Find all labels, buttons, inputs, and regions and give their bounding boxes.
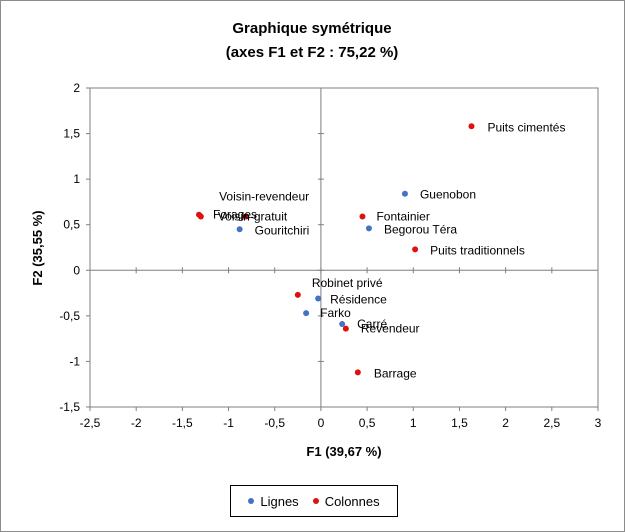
point-label-fontainier: Fontainier <box>376 210 429 224</box>
x-tick-label: 3 <box>595 416 602 430</box>
y-tick-label: -1 <box>69 354 80 368</box>
point-carre <box>339 321 346 328</box>
plot-area <box>89 87 599 408</box>
x-tick-label: -2,5 <box>80 416 101 430</box>
point-guenobon <box>401 190 408 197</box>
point-label-barrage: Barrage <box>374 366 417 380</box>
legend: Lignes Colonnes <box>230 485 398 517</box>
point-label-robinet-prive: Robinet privé <box>312 276 383 290</box>
point-gouritchiri <box>236 226 243 233</box>
legend-marker-colonnes <box>312 498 319 504</box>
point-begorou-tera <box>365 225 372 232</box>
x-tick-label: 0,5 <box>359 416 376 430</box>
y-tick-label: 0,5 <box>63 218 80 232</box>
point-barrage <box>354 369 361 376</box>
point-label-voisin-gratuit: Voisin-gratuit <box>218 210 288 224</box>
point-fontainier <box>359 213 366 220</box>
point-label-puits-traditionnels: Puits traditionnels <box>430 243 525 257</box>
point-farko <box>303 310 310 317</box>
point-label-revendeur: Revendeur <box>361 322 420 336</box>
point-revendeur <box>342 325 349 332</box>
point-puits-traditionnels <box>412 246 419 253</box>
point-label-guenobon: Guenobon <box>420 188 476 202</box>
point-voisin-revendeur <box>243 213 250 220</box>
scatter-chart: Graphique symétrique (axes F1 et F2 : 75… <box>30 20 602 459</box>
y-tick-label: 1,5 <box>63 127 80 141</box>
x-tick-label: -1,5 <box>172 416 193 430</box>
point-robinet-prive <box>294 291 301 298</box>
point-label-voisin-revendeur: Voisin-revendeur <box>219 190 309 204</box>
point-label-residence: Résidence <box>330 293 387 307</box>
y-tick-label: 1 <box>73 172 80 186</box>
legend-item-colonnes: Colonnes <box>312 493 380 509</box>
point-residence <box>315 295 322 302</box>
y-tick-label: 0 <box>73 263 80 277</box>
x-tick-label: 1 <box>410 416 417 430</box>
point-puits-cimentes <box>468 123 475 130</box>
legend-item-lignes: Lignes <box>248 493 299 509</box>
point-label-forages: Forages <box>213 208 257 222</box>
y-tick-label: 2 <box>73 81 80 95</box>
point-label-farko: Farko <box>320 306 351 320</box>
chart-title: Graphique symétrique <box>232 20 391 37</box>
y-tick-label: -0,5 <box>59 309 80 323</box>
legend-marker-lignes <box>248 498 255 504</box>
x-axis-title: F1 (39,67 %) <box>306 444 381 459</box>
point-label-gouritchiri: Gouritchiri <box>255 223 310 237</box>
x-tick-label: -2 <box>131 416 142 430</box>
x-tick-label: 2 <box>502 416 509 430</box>
y-axis-title: F2 (35,55 %) <box>30 210 45 285</box>
x-tick-label: 0 <box>318 416 325 430</box>
x-tick-label: 1,5 <box>451 416 468 430</box>
legend-label-colonnes: Colonnes <box>324 493 380 509</box>
point-label-puits-cimentes: Puits cimentés <box>487 120 565 134</box>
chart-subtitle: (axes F1 et F2 : 75,22 %) <box>226 44 399 61</box>
y-tick-label: -1,5 <box>59 400 80 414</box>
x-tick-label: -1 <box>223 416 234 430</box>
x-tick-label: -0,5 <box>264 416 285 430</box>
point-label-begorou-tera: Begorou Téra <box>384 222 457 236</box>
legend-label-lignes: Lignes <box>260 493 299 509</box>
x-tick-label: 2,5 <box>543 416 560 430</box>
point-label-carre: Carré <box>357 317 387 331</box>
point-voisin-gratuit <box>197 213 204 220</box>
